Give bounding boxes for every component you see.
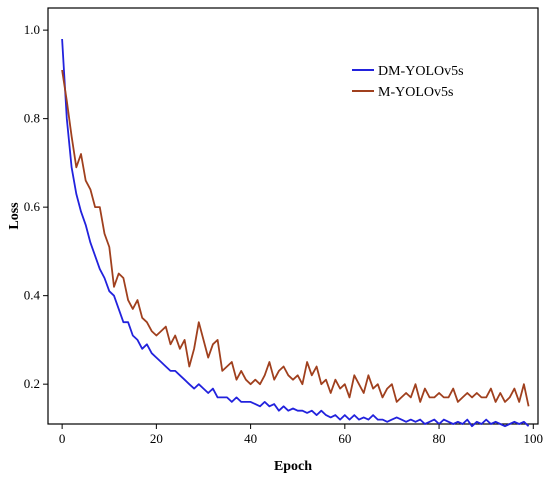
- plot-area: [47, 7, 539, 425]
- x-tick-label: 0: [59, 431, 66, 446]
- series-line-m-yolov5s: [61, 69, 530, 407]
- y-tick-label: 0.4: [24, 288, 41, 303]
- y-tick-label: 0.6: [24, 199, 41, 214]
- plot-frame: [47, 7, 539, 425]
- y-tick-label: 0.2: [24, 376, 40, 391]
- y-axis-label: Loss: [7, 202, 22, 230]
- y-tick-label: 1.0: [24, 22, 40, 37]
- x-tick-label: 80: [433, 431, 446, 446]
- x-tick-label: 20: [150, 431, 163, 446]
- legend: DM-YOLOv5s M-YOLOv5s: [352, 64, 464, 100]
- x-tick-label: 60: [338, 431, 351, 446]
- legend-label: M-YOLOv5s: [378, 85, 453, 100]
- x-axis-label: Epoch: [274, 459, 312, 474]
- axes-layer: 0 20 40 60 80 100 0.2 0.4 0.6 0.8 1.0: [24, 22, 543, 446]
- x-tick-label: 100: [524, 431, 544, 446]
- series-layer: [61, 38, 530, 428]
- legend-label: DM-YOLOv5s: [378, 64, 464, 79]
- x-tick-label: 40: [244, 431, 257, 446]
- series-line-dm-yolov5s: [61, 38, 530, 428]
- y-tick-label: 0.8: [24, 111, 40, 126]
